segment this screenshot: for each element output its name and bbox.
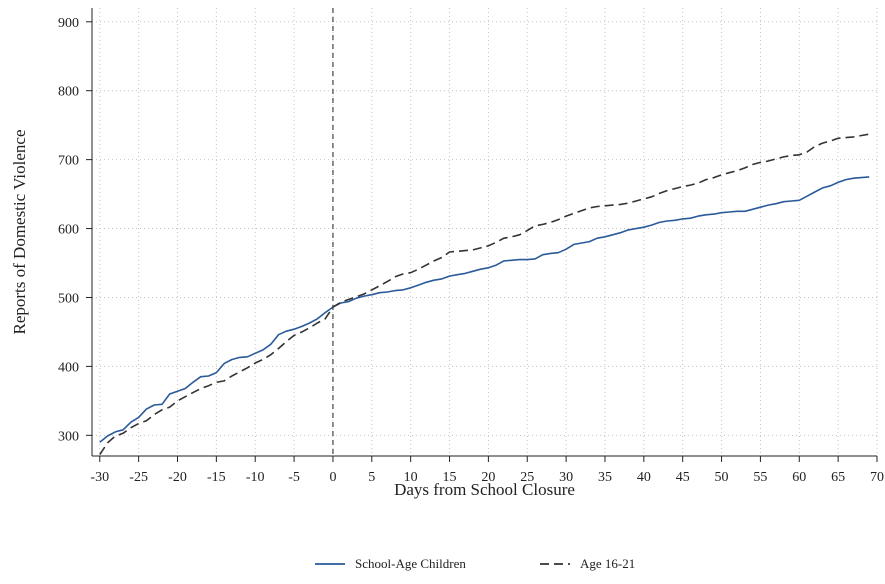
x-tick-label: 5 — [368, 470, 375, 485]
x-tick-label: 30 — [559, 470, 573, 485]
x-tick-label: 55 — [753, 470, 767, 485]
series-lines — [99, 133, 870, 456]
x-tick-label: -15 — [207, 470, 226, 485]
x-tick-label: 60 — [792, 470, 806, 485]
y-tick-label: 300 — [58, 429, 79, 444]
x-tick-label: 70 — [870, 470, 884, 485]
x-tick-label: 0 — [329, 470, 336, 485]
y-tick-label: 900 — [58, 16, 79, 31]
x-tick-label: -5 — [288, 470, 300, 485]
y-ticks: 300 400 500 600 700 800 900 — [58, 16, 92, 444]
x-axis-title: Days from School Closure — [394, 480, 575, 499]
x-tick-label: -25 — [129, 470, 148, 485]
series-line-age-16-21 — [99, 133, 870, 456]
x-tick-label: -20 — [168, 470, 187, 485]
x-tick-label: 65 — [831, 470, 845, 485]
x-tick-label: 40 — [637, 470, 651, 485]
y-axis-title: Reports of Domestic Violence — [10, 130, 29, 335]
legend-label-school-age: School-Age Children — [355, 556, 466, 571]
series-line-school-age-children — [99, 176, 870, 443]
y-tick-label: 400 — [58, 360, 79, 375]
y-tick-label: 600 — [58, 223, 79, 238]
x-tick-label: 35 — [598, 470, 612, 485]
y-tick-label: 500 — [58, 291, 79, 306]
x-tick-label: 50 — [715, 470, 729, 485]
x-tick-label: -30 — [90, 470, 109, 485]
y-tick-label: 700 — [58, 154, 79, 169]
x-tick-label: 20 — [481, 470, 495, 485]
x-tick-label: -10 — [246, 470, 265, 485]
x-tick-label: 10 — [404, 470, 418, 485]
legend: School-Age Children Age 16-21 — [315, 556, 635, 571]
y-tick-label: 800 — [58, 85, 79, 100]
axes — [91, 8, 877, 457]
grid — [92, 8, 878, 456]
x-tick-label: 45 — [676, 470, 690, 485]
x-tick-label: 15 — [443, 470, 457, 485]
x-ticks: -30 -25 -20 -15 -10 -5 0 5 10 15 20 25 30 35 40 45 50 55 6… — [90, 456, 884, 485]
legend-label-age-16-21: Age 16-21 — [580, 556, 635, 571]
x-tick-label: 25 — [520, 470, 534, 485]
